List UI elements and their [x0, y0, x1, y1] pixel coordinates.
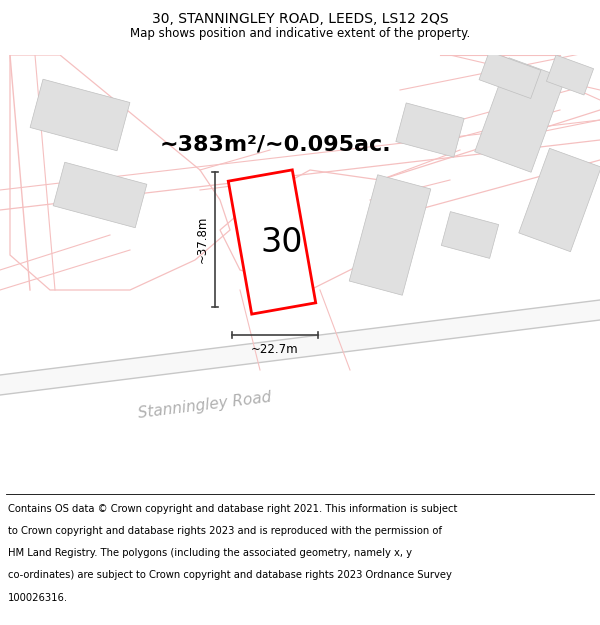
Polygon shape [479, 51, 541, 99]
Polygon shape [519, 148, 600, 252]
Polygon shape [396, 103, 464, 157]
Polygon shape [53, 162, 147, 228]
Text: Contains OS data © Crown copyright and database right 2021. This information is : Contains OS data © Crown copyright and d… [8, 504, 457, 514]
Polygon shape [475, 58, 565, 172]
Text: ~383m²/~0.095ac.: ~383m²/~0.095ac. [160, 135, 392, 155]
Text: Stanningley Road: Stanningley Road [137, 389, 272, 421]
Polygon shape [30, 79, 130, 151]
Text: 30: 30 [261, 226, 303, 259]
Polygon shape [228, 170, 316, 314]
Text: 100026316.: 100026316. [8, 592, 68, 602]
Text: to Crown copyright and database rights 2023 and is reproduced with the permissio: to Crown copyright and database rights 2… [8, 526, 442, 536]
Text: Map shows position and indicative extent of the property.: Map shows position and indicative extent… [130, 27, 470, 39]
Text: ~22.7m: ~22.7m [251, 343, 299, 356]
Text: co-ordinates) are subject to Crown copyright and database rights 2023 Ordnance S: co-ordinates) are subject to Crown copyr… [8, 571, 452, 581]
Text: ~37.8m: ~37.8m [196, 216, 209, 263]
Polygon shape [349, 175, 431, 295]
Text: HM Land Registry. The polygons (including the associated geometry, namely x, y: HM Land Registry. The polygons (includin… [8, 548, 412, 558]
Polygon shape [547, 55, 593, 95]
Polygon shape [0, 300, 600, 395]
Polygon shape [442, 212, 499, 258]
Text: 30, STANNINGLEY ROAD, LEEDS, LS12 2QS: 30, STANNINGLEY ROAD, LEEDS, LS12 2QS [152, 12, 448, 26]
